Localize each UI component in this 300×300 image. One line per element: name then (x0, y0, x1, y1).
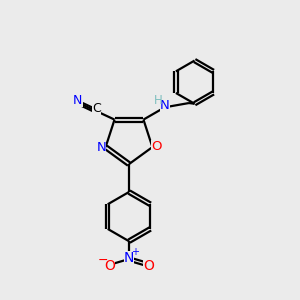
Text: N: N (73, 94, 83, 107)
Text: −: − (98, 254, 108, 267)
Text: N: N (160, 99, 169, 112)
Text: O: O (151, 140, 162, 153)
Text: N: N (124, 251, 134, 265)
Text: O: O (143, 259, 154, 273)
Text: H: H (154, 94, 163, 107)
Text: N: N (97, 141, 106, 154)
Text: C: C (92, 103, 101, 116)
Text: O: O (104, 259, 115, 273)
Text: +: + (131, 247, 139, 257)
